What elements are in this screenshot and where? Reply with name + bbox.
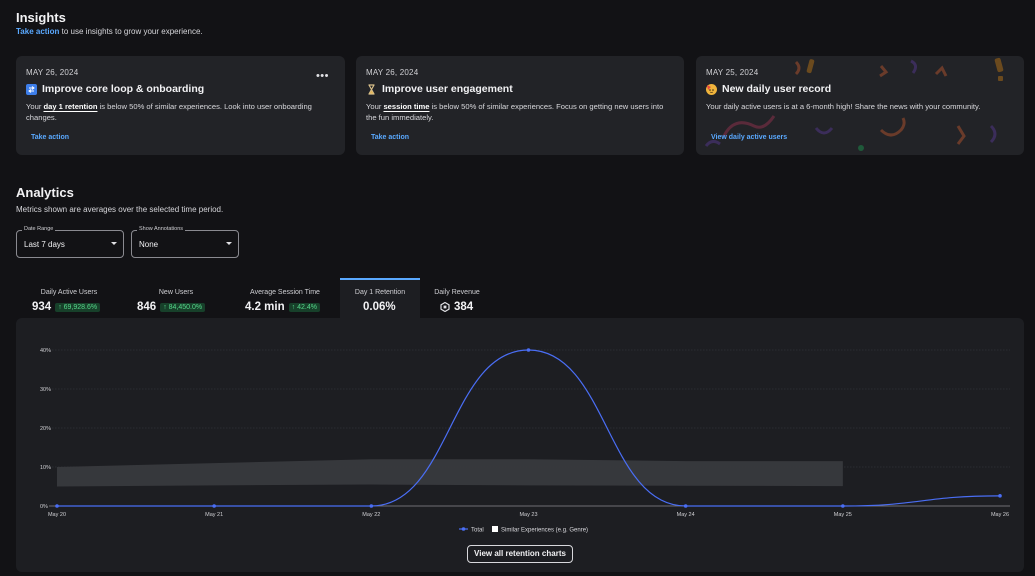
chart-legend: Total Similar Experiences (e.g. Genre)	[459, 526, 588, 534]
insights-subtitle: Take action to use insights to grow your…	[16, 27, 203, 36]
chart-panel	[16, 318, 1024, 572]
card-body: Your session time is below 50% of simila…	[366, 102, 664, 122]
party-face-icon	[706, 83, 717, 95]
data-point	[369, 504, 374, 508]
tab-new-users[interactable]: New Users 846 ↑ 84,450.0%	[122, 278, 230, 318]
metric-label: Average Session Time	[250, 289, 320, 296]
take-action-button[interactable]: Take action	[371, 134, 409, 141]
y-tick-label: 10%	[40, 465, 51, 471]
x-tick-label: May 23	[519, 512, 537, 518]
data-point	[55, 504, 59, 508]
similar-experiences-band	[57, 459, 843, 487]
x-tick-label: May 20	[48, 512, 66, 518]
data-point	[526, 348, 531, 352]
data-point	[998, 494, 1002, 498]
tab-average-session-time[interactable]: Average Session Time 4.2 min ↑ 42.4%	[230, 278, 340, 318]
delta-badge: ↑ 84,450.0%	[160, 302, 206, 312]
delta-badge: ↑ 69,928.6%	[55, 302, 101, 312]
date-range-value: Last 7 days	[24, 240, 65, 249]
analytics-title: Analytics	[16, 185, 74, 200]
card-body: Your day 1 retention is below 50% of sim…	[26, 102, 312, 122]
x-tick-label: May 24	[677, 512, 695, 518]
metric-value: 0.06%	[363, 301, 396, 313]
metric-value: 934	[32, 301, 52, 313]
session-time-link[interactable]: session time	[383, 102, 430, 111]
data-point	[212, 504, 216, 508]
insight-card-core-loop: MAY 26, 2024 ••• Improve core loop & onb…	[16, 56, 345, 155]
card-body: Your daily active users is at a 6-month …	[706, 102, 981, 111]
x-tick-label: May 25	[834, 512, 852, 518]
card-title: Improve core loop & onboarding	[26, 83, 204, 95]
card-title: New daily user record	[706, 83, 831, 95]
card-date: MAY 26, 2024	[366, 68, 419, 77]
y-tick-label: 30%	[40, 387, 51, 393]
x-tick-label: May 26	[991, 512, 1009, 518]
annotations-label: Show Annotations	[137, 226, 186, 232]
y-tick-label: 20%	[40, 426, 51, 432]
robux-icon	[440, 301, 450, 313]
insight-card-daily-record: MAY 25, 2024 New daily user record Your …	[696, 56, 1024, 155]
legend-similar: Similar Experiences (e.g. Genre)	[501, 528, 588, 534]
chevron-down-icon	[226, 242, 232, 245]
insight-card-engagement: MAY 26, 2024 Improve user engagement You…	[356, 56, 684, 155]
metric-label: Daily Revenue	[434, 289, 480, 296]
view-daily-active-users-button[interactable]: View daily active users	[711, 134, 788, 141]
date-range-select[interactable]: Date Range Last 7 days	[16, 226, 124, 258]
annotations-value: None	[139, 240, 159, 249]
legend-total: Total	[471, 528, 484, 534]
take-action-link[interactable]: Take action	[16, 27, 60, 36]
loop-icon	[26, 83, 37, 95]
data-point	[841, 504, 845, 508]
x-tick-label: May 21	[205, 512, 223, 518]
metric-label: New Users	[158, 289, 194, 296]
retention-chart: May 20 May 21 May 22 May 23 May 24 May 25 May …	[40, 348, 1010, 534]
card-date: MAY 25, 2024	[706, 68, 759, 77]
y-tick-label: 0%	[40, 504, 48, 510]
take-action-button[interactable]: Take action	[31, 134, 69, 141]
date-range-label: Date Range	[22, 226, 56, 232]
metric-label: Daily Active Users	[40, 289, 98, 296]
metric-value: 846	[137, 301, 157, 313]
delta-badge: ↑ 42.4%	[288, 302, 320, 312]
tab-daily-active-users[interactable]: Daily Active Users 934 ↑ 69,928.6%	[16, 278, 122, 318]
hourglass-icon	[366, 83, 377, 95]
tab-day1-retention[interactable]: Day 1 Retention 0.06%	[340, 278, 420, 318]
y-tick-label: 40%	[40, 348, 51, 354]
tab-daily-revenue[interactable]: Daily Revenue 384	[420, 278, 494, 318]
insights-title: Insights	[16, 10, 66, 25]
more-options-icon[interactable]: •••	[315, 70, 329, 82]
chevron-down-icon	[111, 242, 117, 245]
confetti-decoration	[704, 57, 1004, 151]
annotations-select[interactable]: Show Annotations None	[131, 226, 239, 258]
card-title: Improve user engagement	[366, 83, 513, 95]
day1-retention-link[interactable]: day 1 retention	[43, 102, 98, 111]
metric-value: 4.2 min	[245, 301, 285, 313]
metric-label: Day 1 Retention	[354, 289, 406, 296]
x-tick-label: May 22	[362, 512, 380, 518]
metric-value: 384	[454, 301, 474, 313]
data-point	[683, 504, 688, 508]
view-all-retention-charts-button[interactable]: View all retention charts	[467, 545, 573, 563]
card-date: MAY 26, 2024	[26, 68, 79, 77]
analytics-subtitle: Metrics shown are averages over the sele…	[16, 205, 224, 214]
